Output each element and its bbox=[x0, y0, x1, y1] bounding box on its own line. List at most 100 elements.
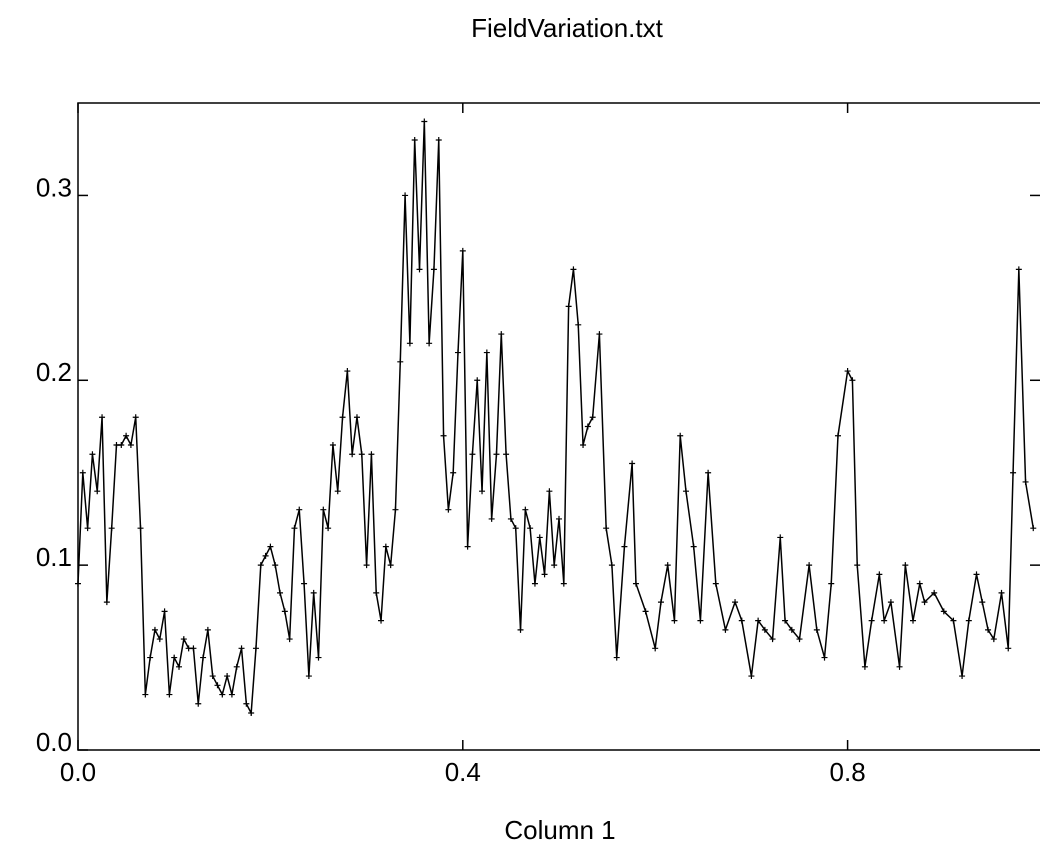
data-marker bbox=[474, 377, 481, 384]
data-marker bbox=[454, 349, 461, 356]
data-marker bbox=[108, 525, 115, 532]
data-marker bbox=[315, 654, 322, 661]
data-marker bbox=[464, 543, 471, 550]
data-marker bbox=[575, 321, 582, 328]
data-marker bbox=[940, 608, 947, 615]
x-tick-label: 0.4 bbox=[445, 757, 481, 787]
data-marker bbox=[629, 460, 636, 467]
x-tick-label: 0.0 bbox=[60, 757, 96, 787]
data-marker bbox=[353, 414, 360, 421]
data-marker bbox=[1015, 266, 1022, 273]
data-marker bbox=[705, 469, 712, 476]
data-marker bbox=[788, 626, 795, 633]
data-marker bbox=[349, 451, 356, 458]
data-marker bbox=[632, 580, 639, 587]
data-marker bbox=[435, 136, 442, 143]
data-marker bbox=[834, 432, 841, 439]
data-marker bbox=[127, 441, 134, 448]
data-marker bbox=[546, 488, 553, 495]
data-marker bbox=[782, 617, 789, 624]
y-tick-label: 0.0 bbox=[36, 727, 72, 757]
plot-frame bbox=[77, 102, 1040, 751]
data-marker bbox=[642, 608, 649, 615]
data-marker bbox=[580, 441, 587, 448]
data-marker bbox=[828, 580, 835, 587]
data-marker bbox=[445, 506, 452, 513]
data-marker bbox=[621, 543, 628, 550]
data-marker bbox=[748, 673, 755, 680]
data-marker bbox=[507, 515, 514, 522]
data-marker bbox=[156, 636, 163, 643]
data-marker bbox=[411, 136, 418, 143]
data-marker bbox=[214, 682, 221, 689]
data-marker bbox=[430, 266, 437, 273]
x-tick-label: 0.8 bbox=[830, 757, 866, 787]
data-marker bbox=[166, 691, 173, 698]
data-marker bbox=[985, 626, 992, 633]
data-marker bbox=[305, 673, 312, 680]
data-marker bbox=[677, 432, 684, 439]
data-marker bbox=[171, 654, 178, 661]
data-line bbox=[77, 121, 1035, 716]
data-marker bbox=[998, 589, 1005, 596]
data-marker bbox=[368, 451, 375, 458]
data-marker bbox=[267, 543, 274, 550]
data-marker bbox=[536, 534, 543, 541]
data-marker bbox=[657, 599, 664, 606]
data-marker bbox=[876, 571, 883, 578]
data-marker bbox=[959, 673, 966, 680]
data-marker bbox=[990, 636, 997, 643]
data-marker bbox=[527, 525, 534, 532]
data-marker bbox=[180, 636, 187, 643]
data-marker bbox=[406, 340, 413, 347]
data-marker bbox=[291, 525, 298, 532]
data-marker bbox=[565, 303, 572, 310]
data-marker bbox=[517, 626, 524, 633]
data-marker bbox=[339, 414, 346, 421]
data-marker bbox=[931, 589, 938, 596]
data-marker bbox=[84, 525, 91, 532]
data-marker bbox=[387, 562, 394, 569]
data-marker bbox=[75, 580, 81, 587]
data-marker bbox=[262, 552, 269, 559]
y-tick-label: 0.3 bbox=[36, 172, 72, 202]
data-marker bbox=[329, 441, 336, 448]
data-marker bbox=[488, 515, 495, 522]
data-marker bbox=[118, 441, 125, 448]
data-marker bbox=[89, 451, 96, 458]
data-marker bbox=[469, 451, 476, 458]
data-marker bbox=[570, 266, 577, 273]
data-marker bbox=[301, 580, 308, 587]
data-marker bbox=[233, 663, 240, 670]
data-marker bbox=[584, 423, 591, 430]
data-marker bbox=[344, 368, 351, 375]
data-marker bbox=[224, 673, 231, 680]
data-marker bbox=[123, 432, 130, 439]
data-marker bbox=[682, 488, 689, 495]
data-marker bbox=[738, 617, 745, 624]
data-marker bbox=[142, 691, 149, 698]
data-marker bbox=[861, 663, 868, 670]
data-marker bbox=[310, 589, 317, 596]
data-marker bbox=[503, 451, 510, 458]
data-marker bbox=[459, 247, 466, 254]
data-marker bbox=[821, 654, 828, 661]
data-marker bbox=[722, 626, 729, 633]
data-marker bbox=[796, 636, 803, 643]
data-marker bbox=[363, 562, 370, 569]
data-marker bbox=[397, 358, 404, 365]
data-marker bbox=[916, 580, 923, 587]
data-marker bbox=[257, 562, 264, 569]
data-marker bbox=[219, 691, 226, 698]
data-marker bbox=[854, 562, 861, 569]
data-marker bbox=[281, 608, 288, 615]
data-marker bbox=[243, 700, 250, 707]
data-marker bbox=[512, 525, 519, 532]
data-marker bbox=[671, 617, 678, 624]
data-marker bbox=[965, 617, 972, 624]
data-marker bbox=[103, 599, 110, 606]
data-marker bbox=[950, 617, 957, 624]
data-marker bbox=[416, 266, 423, 273]
data-marker bbox=[556, 515, 562, 522]
